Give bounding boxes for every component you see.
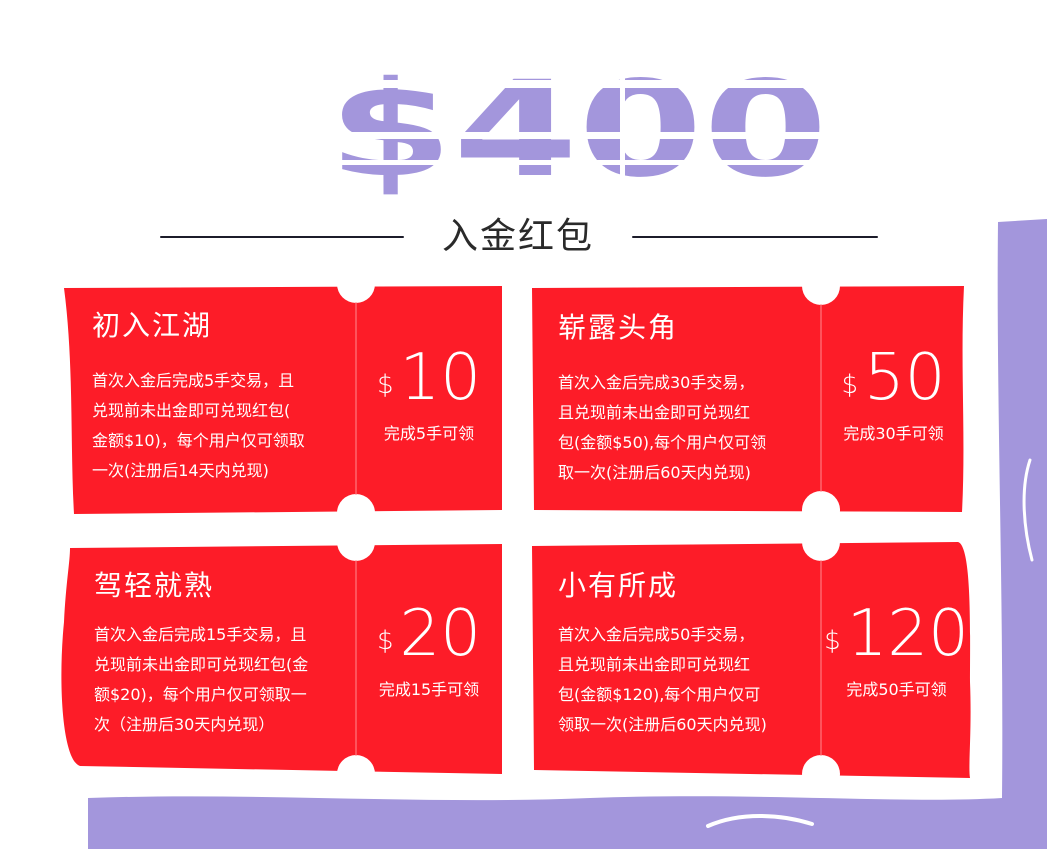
coupon-card-1[interactable]: 初入江湖 首次入金后完成5手交易，且 兑现前未出金即可兑现红包( 金额$10)，… <box>62 284 502 516</box>
card-name: 崭露头角 <box>558 311 679 344</box>
card-stub: $10 完成5手可领 <box>356 284 502 516</box>
card-amount: $50 <box>821 346 966 417</box>
currency-symbol: $ <box>841 370 859 400</box>
card-amount: $120 <box>821 602 972 673</box>
section-title: 入金红包 <box>0 212 1047 262</box>
amount-value: 10 <box>399 341 481 415</box>
amount-value: 120 <box>846 597 969 671</box>
card-description: 首次入金后完成50手交易， 且兑现前未出金即可兑现红 包(金额$120),每个用… <box>558 625 767 734</box>
coupon-ticket-shape <box>532 542 971 780</box>
card-description: 首次入金后完成5手交易，且 兑现前未出金即可兑现红包( 金额$10)，每个用户仅… <box>92 371 305 480</box>
card-name: 驾轻就熟 <box>94 569 215 602</box>
title-divider-left <box>160 236 404 238</box>
card-name: 小有所成 <box>558 569 679 602</box>
currency-symbol: $ <box>377 626 394 656</box>
card-condition: 完成50手可领 <box>846 680 947 699</box>
currency-symbol: $ <box>377 370 394 400</box>
card-condition: 完成30手可领 <box>843 424 944 443</box>
coupon-ticket-shape <box>532 286 964 512</box>
card-description: 首次入金后完成30手交易， 且兑现前未出金即可兑现红 包(金额$50),每个用户… <box>558 373 767 482</box>
coupon-card-2[interactable]: 崭露头角 首次入金后完成30手交易， 且兑现前未出金即可兑现红 包(金额$50)… <box>532 286 966 512</box>
hero-amount-graphic: $400 <box>300 40 860 207</box>
card-amount: $20 <box>356 602 502 673</box>
amount-value: 20 <box>399 597 481 671</box>
card-description: 首次入金后完成15手交易，且 兑现前未出金即可兑现红包(金 额$20)，每个用户… <box>94 625 309 734</box>
coupon-ticket-shape <box>61 542 502 776</box>
coupon-card-3[interactable]: 驾轻就熟 首次入金后完成15手交易，且 兑现前未出金即可兑现红包(金 额$20)… <box>58 542 502 776</box>
card-stub: $50 完成30手可领 <box>821 286 966 512</box>
hero-amount-text: $400 <box>328 53 828 200</box>
section-title-text: 入金红包 <box>441 216 594 257</box>
card-name: 初入江湖 <box>92 309 213 342</box>
coupon-card-4[interactable]: 小有所成 首次入金后完成50手交易， 且兑现前未出金即可兑现红 包(金额$120… <box>532 542 972 780</box>
coupon-ticket-shape <box>64 284 502 516</box>
card-stub: $20 完成15手可领 <box>356 542 502 776</box>
card-stub: $120 完成50手可领 <box>821 542 972 780</box>
title-divider-right <box>632 236 878 238</box>
card-amount: $10 <box>356 346 502 417</box>
currency-symbol: $ <box>824 626 841 656</box>
amount-value: 50 <box>864 341 946 415</box>
card-condition: 完成5手可领 <box>383 424 475 443</box>
card-condition: 完成15手可领 <box>378 680 480 699</box>
